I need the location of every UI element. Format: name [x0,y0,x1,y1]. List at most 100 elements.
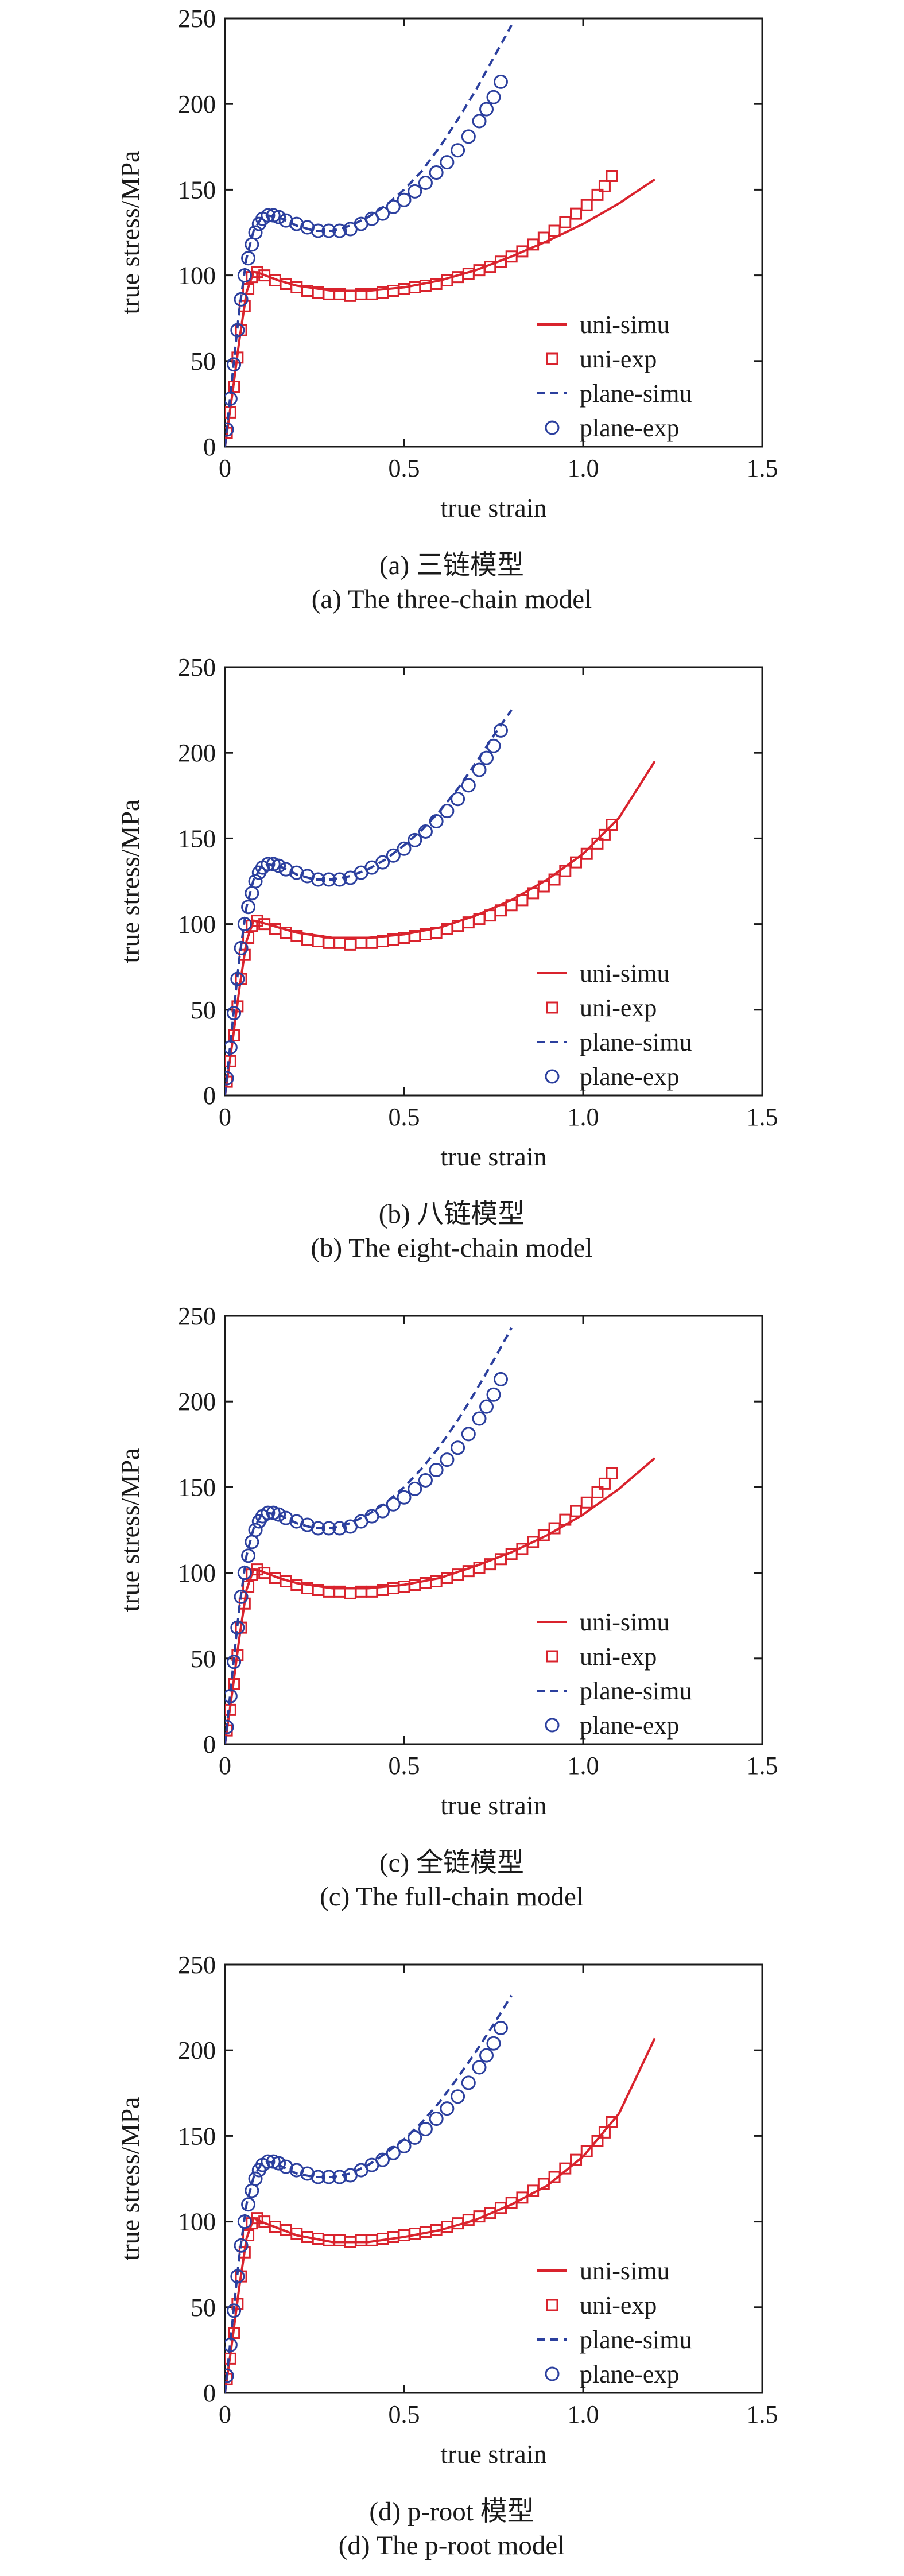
y-tick-label: 0 [203,433,216,461]
uni-exp-point [409,1578,421,1591]
uni-exp-point [452,920,464,932]
legend: uni-simu uni-exp plane-simu plane-exp [537,959,692,1091]
plane-exp-point [241,251,256,266]
uni-exp-point [251,266,263,278]
uni-exp-point [387,2230,399,2243]
x-tick-label: 0.5 [389,1103,420,1131]
uni-exp-point [235,1621,247,1634]
series-uni-exp [225,170,618,439]
x-tick-label: 1.0 [568,454,599,482]
uni-exp-point [537,880,550,893]
x-axis-label: true strain [440,1142,546,1171]
uni-exp-point [473,913,486,925]
uni-exp-point [235,973,247,985]
legend-label: uni-exp [580,994,657,1022]
plane-exp-point [486,90,501,104]
plane-exp-point [271,858,286,873]
plane-exp-point [227,2303,242,2318]
legend-label: plane-simu [580,379,692,408]
plane-exp-point [386,1497,401,1512]
panel-a: 0 0.5 1.0 1.5 0 50 100 150 200 250 true strain true… [115,5,778,614]
plane-exp-point [311,872,325,887]
uni-exp-point [387,284,399,297]
y-axis-label: true stress/MPa [115,1448,145,1612]
y-tick-label: 150 [178,1473,216,1501]
plane-exp-point [237,2214,252,2229]
uni-exp-point [441,1572,453,1585]
legend-label: uni-simu [580,2257,669,2285]
plane-exp-point [397,841,412,856]
uni-exp-point [246,1568,258,1581]
plane-exp-point [375,2152,390,2167]
plane-exp-point [479,1399,494,1414]
uni-exp-point [430,927,443,939]
plane-exp-point [486,2036,501,2051]
uni-exp-point [516,2191,529,2204]
legend-label: uni-exp [580,2291,657,2319]
y-tick-label: 150 [178,176,216,204]
uni-exp-point [333,2234,346,2246]
y-tick-label: 0 [203,2379,216,2407]
legend-label: uni-exp [580,1643,657,1671]
plane-exp-point [486,1387,501,1402]
plane-exp-point [261,208,276,223]
uni-exp-point [452,271,464,284]
plane-exp-point [386,848,401,863]
x-tick-label: 1.0 [568,1752,599,1780]
uni-exp-point [366,288,378,300]
plane-exp-point [386,2145,401,2160]
plane-exp-point [248,225,263,240]
x-tick-label: 1.5 [747,1103,778,1131]
plot-frame [224,1315,763,1745]
x-tick-label: 0.5 [389,454,420,482]
uni-exp-point [344,938,356,951]
x-tick-label: 1.0 [568,2400,599,2428]
plane-exp-point [241,1548,256,1563]
uni-exp-point [301,933,314,946]
plane-exp-point [225,1040,238,1055]
uni-exp-point [231,1649,244,1661]
uni-exp-point [344,2236,356,2248]
plane-exp-point [397,192,412,207]
legend-marker-plane-exp [545,2366,560,2381]
plane-exp-point [234,1589,249,1604]
uni-exp-point [355,936,367,949]
x-tick-label: 0 [219,1103,231,1131]
uni-exp-point [225,427,233,439]
legend-label: plane-exp [580,2360,679,2388]
plane-exp-point [230,2269,245,2284]
uni-exp-point [494,255,507,268]
legend-marker-plane-exp [545,420,560,435]
plane-exp-point [472,114,487,129]
plane-exp-point [230,971,245,986]
plane-exp-point [418,1473,433,1488]
series-plane-exp [225,74,508,437]
y-tick-label: 150 [178,824,216,853]
legend-marker-uni-exp [546,352,558,365]
legend-marker-plane-exp [545,1069,560,1084]
plane-exp-point [261,2154,276,2169]
plane-exp-point [237,1566,252,1581]
uni-exp-point [570,2153,583,2166]
plane-exp-point [227,1655,242,1669]
uni-exp-point [548,224,561,237]
plane-exp-point [461,129,476,144]
plane-exp-point [225,1071,234,1086]
uni-exp-point [473,2210,486,2223]
uni-exp-point [323,936,335,949]
uni-exp-point [246,920,258,932]
uni-exp-point [231,2298,244,2310]
x-tick-label: 0.5 [389,2400,420,2428]
legend: uni-simu uni-exp plane-simu plane-exp [537,311,692,442]
uni-exp-point [527,238,540,251]
caption-cn: (d) p-root 模型 [369,2497,534,2527]
panel-b: 0 0.5 1.0 1.5 0 50 100 150 200 250 true strain true… [115,653,778,1263]
series-plane-simu [225,709,513,1095]
uni-exp-point [441,2221,453,2233]
uni-exp-point [430,2224,443,2237]
plane-exp-point [408,184,422,199]
plane-exp-point [429,2112,444,2126]
plane-exp-point [486,738,501,753]
plane-exp-point [429,165,444,180]
